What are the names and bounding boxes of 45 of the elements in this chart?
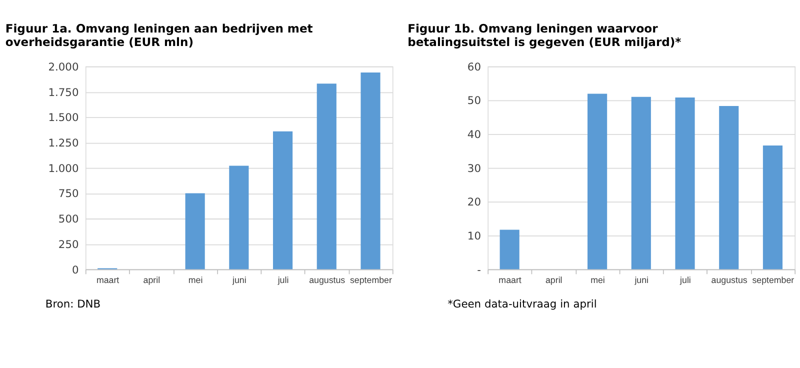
x-tick-label: juni (231, 275, 246, 286)
x-tick-label: maart (498, 275, 522, 286)
x-tick-label: mei (188, 275, 203, 286)
y-tick-label: 1.000 (48, 162, 79, 175)
y-tick-label: 20 (467, 196, 482, 209)
x-tick-label: augustus (711, 275, 748, 286)
text: Bron: DNB (45, 298, 101, 311)
x-tick-label: mei (590, 275, 605, 286)
y-tick-label: 750 (58, 187, 79, 200)
bar (500, 230, 520, 270)
y-tick-label: 1.250 (48, 136, 79, 150)
y-tick-label: 50 (467, 94, 482, 108)
chart-title: Figuur 1a. Omvang leningen aan bedrijven met overheidsgarantie (EUR mln) (5, 22, 314, 49)
x-tick-label: juni (634, 275, 649, 286)
bar (273, 131, 293, 270)
bar (762, 146, 783, 270)
y-tick-label: 60 (467, 60, 482, 74)
x-tick-label: april (143, 275, 160, 286)
x-tick-label: juli (679, 275, 691, 286)
text: *Geen data-uitvraag in april (448, 298, 597, 311)
x-tick-label: september (350, 275, 392, 286)
bar (185, 193, 205, 270)
y-tick-label: 0 (72, 263, 79, 276)
y-tick-label: 1.500 (48, 111, 79, 124)
bar (316, 84, 336, 270)
x-tick-label: april (545, 275, 562, 286)
chart-title: Figuur 1b. Omvang leningen waarvoor betalingsuitstel is gegeven (EUR miljard)* (408, 22, 682, 49)
y-tick-label: 30 (467, 162, 482, 175)
bar (360, 72, 380, 270)
y-tick-label: 500 (58, 212, 79, 226)
y-tick-label: 250 (58, 238, 79, 251)
bar (631, 96, 651, 270)
y-tick-label: 1.750 (48, 86, 79, 99)
bar (229, 166, 249, 270)
x-tick-label: september (752, 275, 794, 286)
y-tick-label: 2.000 (48, 60, 79, 74)
bar (719, 106, 739, 270)
bar (588, 94, 608, 270)
y-tick-label: - (477, 263, 482, 276)
y-tick-label: 10 (467, 229, 482, 242)
bar (675, 98, 695, 270)
x-tick-label: juli (276, 275, 289, 286)
x-tick-label: augustus (309, 275, 346, 286)
y-tick-label: 40 (467, 128, 482, 142)
x-tick-label: maart (96, 275, 120, 286)
